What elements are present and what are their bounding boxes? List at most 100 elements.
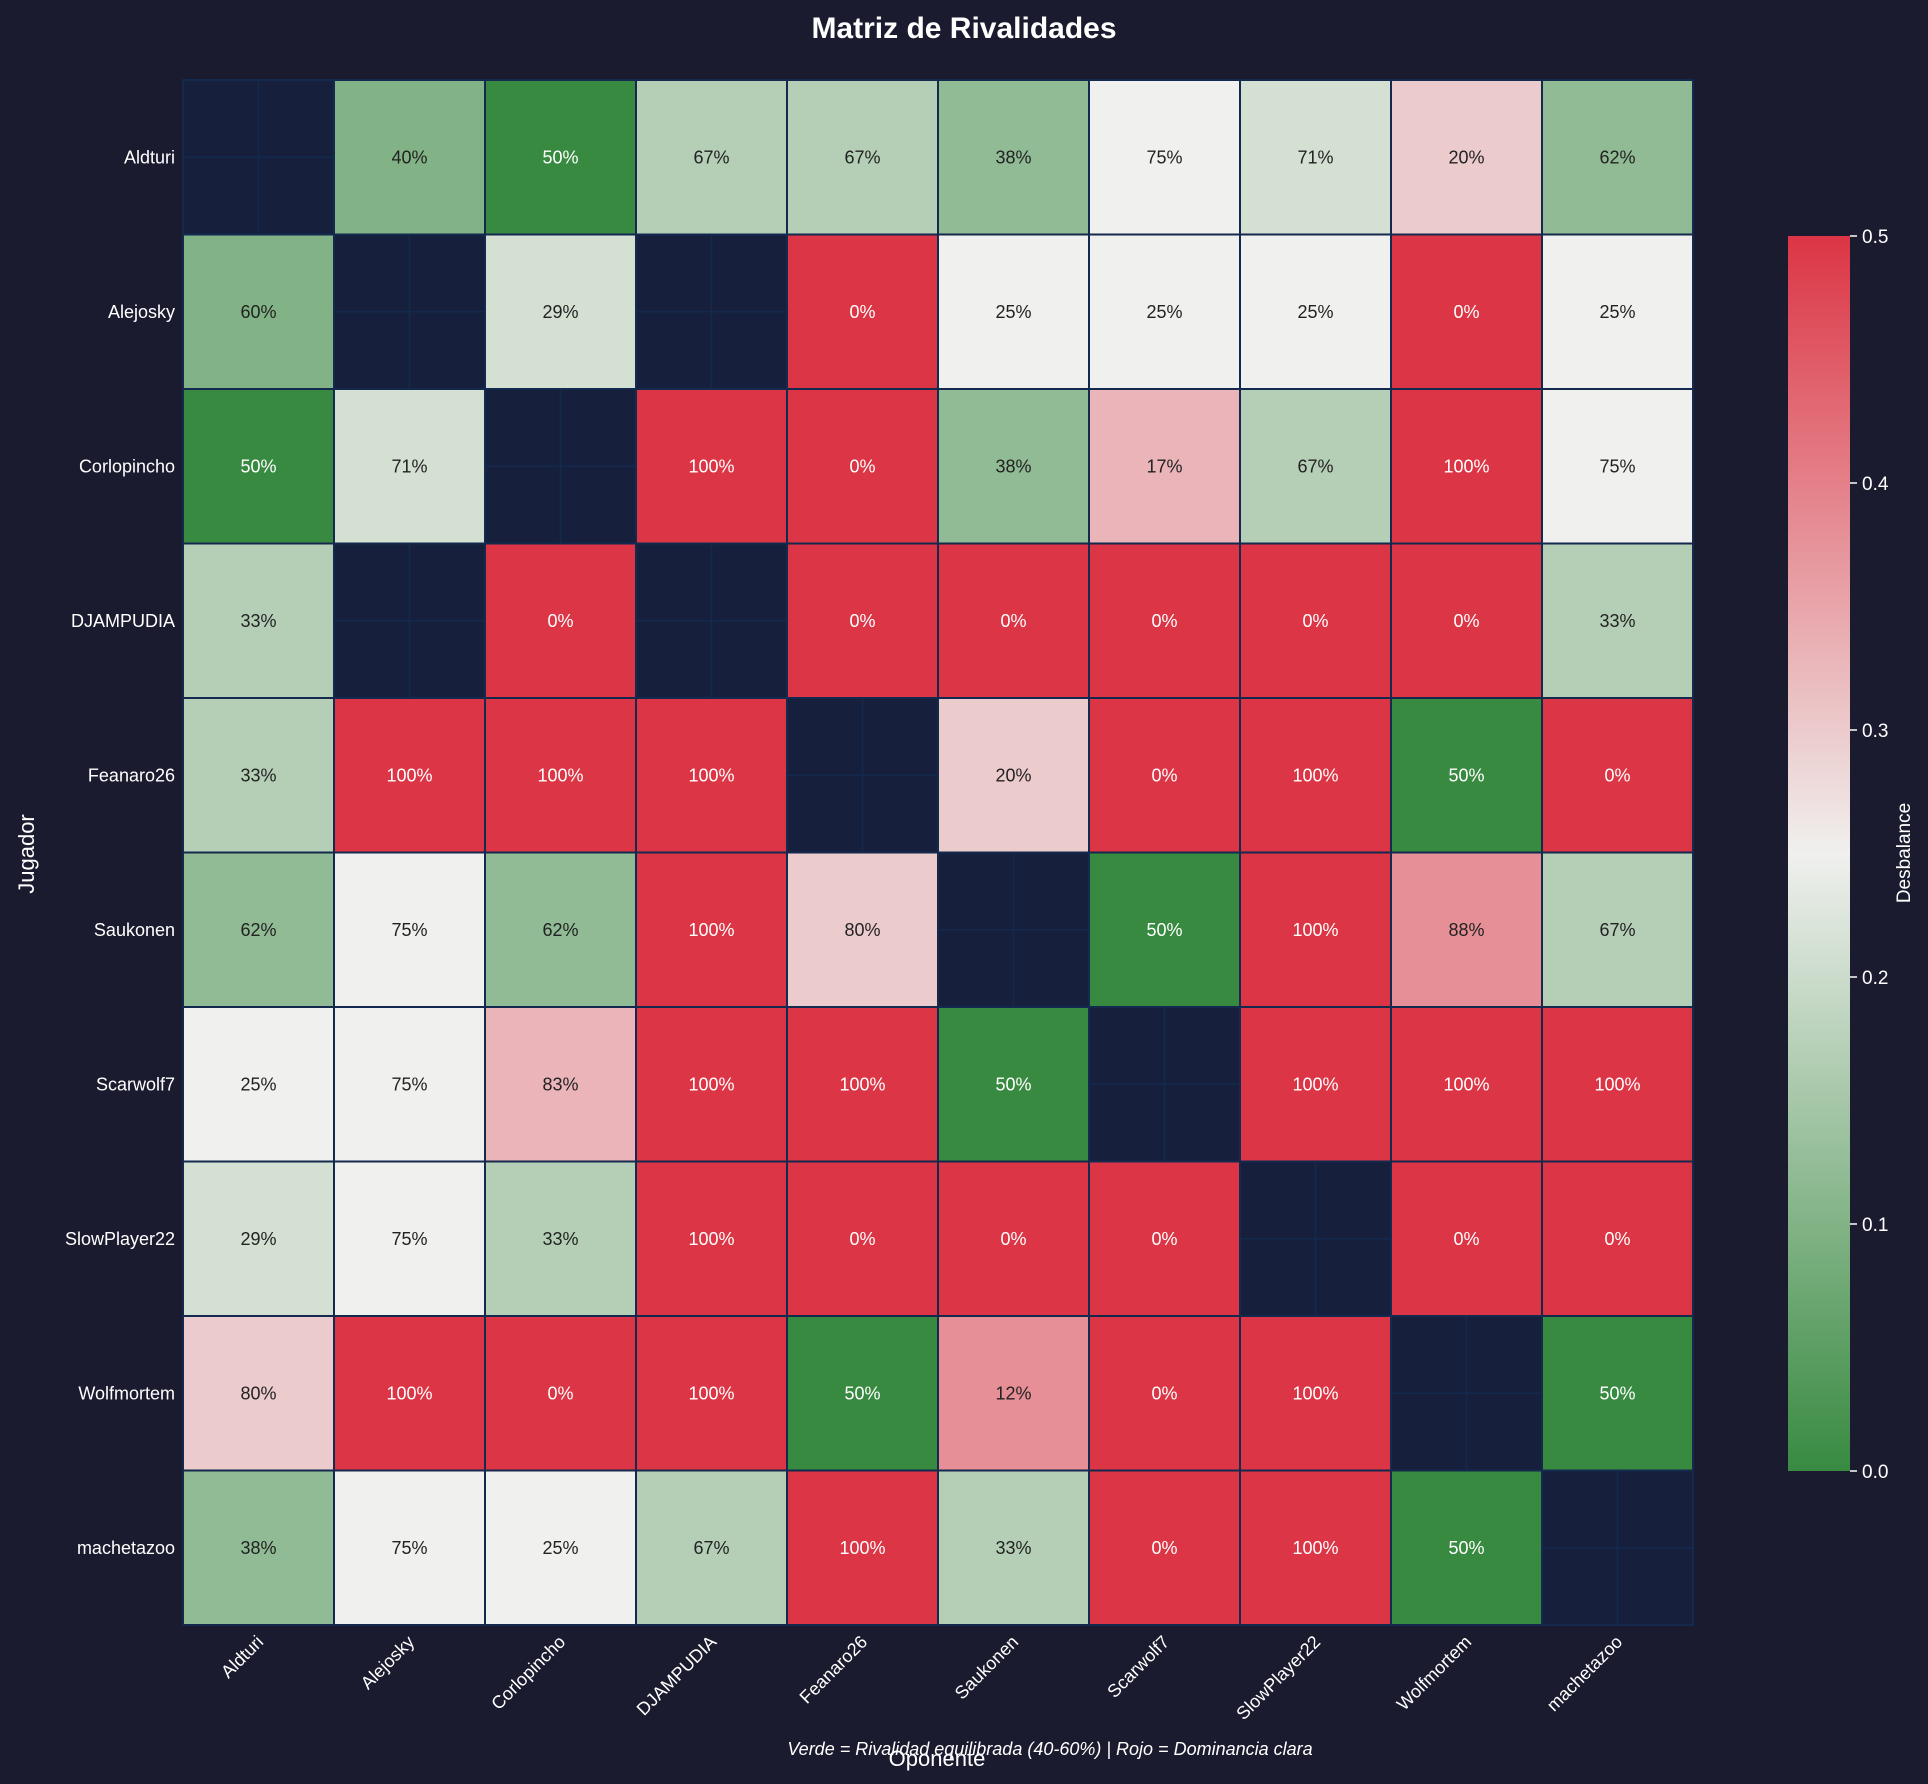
cell-value-label: 50%	[1448, 1538, 1484, 1558]
cell-value-label: 50%	[1599, 1383, 1635, 1403]
row-tick-label: Aldturi	[124, 147, 175, 167]
cell-value-label: 67%	[1599, 920, 1635, 940]
cell-value-label: 33%	[240, 611, 276, 631]
row-tick-label: Wolfmortem	[78, 1383, 175, 1403]
heatmap-cell	[937, 1469, 1090, 1626]
heatmap-cell	[1239, 233, 1392, 390]
y-axis-label: Jugador	[14, 814, 39, 894]
cell-value-label: 100%	[688, 1074, 734, 1094]
heatmap-cell	[484, 79, 637, 236]
cell-value-label: 0%	[849, 456, 875, 476]
row-tick-label: DJAMPUDIA	[71, 611, 175, 631]
cell-value-label: 100%	[839, 1074, 885, 1094]
heatmap-cell	[1541, 851, 1694, 1008]
heatmap-cell	[786, 1469, 939, 1626]
cell-value-label: 75%	[391, 1538, 427, 1558]
heatmap-cell	[786, 1315, 939, 1472]
cell-value-label: 100%	[537, 765, 583, 785]
cell-value-label: 75%	[391, 1229, 427, 1249]
cell-value-label: 67%	[1297, 456, 1333, 476]
cell-value-label: 50%	[240, 456, 276, 476]
cell-value-label: 50%	[1146, 920, 1182, 940]
cell-value-label: 20%	[995, 765, 1031, 785]
heatmap-cell	[786, 542, 939, 699]
col-tick-label: DJAMPUDIA	[633, 1632, 721, 1720]
colorbar-tick-label: 0.0	[1862, 1462, 1888, 1483]
cell-value-label: 25%	[1146, 302, 1182, 322]
cell-value-label: 0%	[1302, 611, 1328, 631]
cell-value-label: 100%	[386, 1383, 432, 1403]
chart-title: Matriz de Rivalidades	[811, 12, 1116, 45]
cell-value-label: 67%	[693, 147, 729, 167]
cell-value-label: 100%	[839, 1538, 885, 1558]
heatmap-cell	[333, 1469, 486, 1626]
row-tick-label: Corlopincho	[79, 456, 175, 476]
cell-value-label: 50%	[542, 147, 578, 167]
heatmap-cells: 40% 50% 67% 67% 38% 75% 71% 20% 62% 60% 29% 0% 25% 25…	[182, 79, 1694, 1626]
heatmap-cell	[1088, 1315, 1241, 1472]
col-tick-label: Wolfmortem	[1393, 1632, 1476, 1715]
cell-value-label: 33%	[1599, 611, 1635, 631]
heatmap-cell	[484, 1160, 637, 1317]
heatmap-cell	[1390, 851, 1543, 1008]
cell-value-label: 100%	[386, 765, 432, 785]
cell-value-label: 100%	[1292, 1538, 1338, 1558]
heatmap-cell	[1239, 697, 1392, 854]
row-tick-label: machetazoo	[77, 1538, 175, 1558]
cell-value-label: 60%	[240, 302, 276, 322]
heatmap-cell	[333, 1160, 486, 1317]
cell-value-label: 100%	[1443, 1074, 1489, 1094]
colorbar-tick-label: 0.2	[1862, 968, 1888, 989]
cell-value-label: 71%	[391, 456, 427, 476]
heatmap-cell	[1390, 1006, 1543, 1163]
cell-value-label: 0%	[1151, 765, 1177, 785]
cell-value-label: 25%	[995, 302, 1031, 322]
cell-value-label: 83%	[542, 1074, 578, 1094]
heatmap-cell	[635, 79, 788, 236]
cell-value-label: 25%	[240, 1074, 276, 1094]
cell-value-label: 0%	[1453, 611, 1479, 631]
heatmap-cell	[937, 1006, 1090, 1163]
heatmap-cell	[1390, 1469, 1543, 1626]
cell-value-label: 100%	[1292, 1074, 1338, 1094]
heatmap-cell	[937, 388, 1090, 545]
cell-value-label: 88%	[1448, 920, 1484, 940]
heatmap-cell	[635, 1469, 788, 1626]
col-tick-label: Scarwolf7	[1103, 1632, 1173, 1702]
cell-value-label: 0%	[1151, 611, 1177, 631]
footnote: Verde = Rivalidad equilibrada (40-60%) |…	[787, 1739, 1312, 1759]
cell-value-label: 67%	[844, 147, 880, 167]
col-tick-labels: Aldturi Alejosky Corlopincho DJAMPUDIA Feana…	[217, 1632, 1626, 1724]
heatmap-cell	[484, 851, 637, 1008]
cell-value-label: 25%	[1599, 302, 1635, 322]
cell-value-label: 20%	[1448, 147, 1484, 167]
cell-value-label: 75%	[391, 1074, 427, 1094]
heatmap-cell	[333, 79, 486, 236]
cell-value-label: 100%	[688, 765, 734, 785]
cell-value-label: 25%	[542, 1538, 578, 1558]
heatmap-cell	[1239, 1006, 1392, 1163]
cell-value-label: 100%	[688, 1229, 734, 1249]
cell-value-label: 100%	[1443, 456, 1489, 476]
heatmap-cell	[1088, 1469, 1241, 1626]
heatmap-cell	[1088, 851, 1241, 1008]
cell-value-label: 40%	[391, 147, 427, 167]
heatmap-cell	[182, 233, 335, 390]
col-tick-label: Feanaro26	[796, 1632, 872, 1708]
heatmap-cell	[182, 388, 335, 545]
cell-value-label: 80%	[844, 920, 880, 940]
cell-value-label: 0%	[1000, 611, 1026, 631]
heatmap-cell	[1239, 542, 1392, 699]
cell-value-label: 75%	[1146, 147, 1182, 167]
cell-value-label: 38%	[240, 1538, 276, 1558]
cell-value-label: 100%	[1292, 920, 1338, 940]
heatmap-cell	[1541, 1160, 1694, 1317]
colorbar-tick-label: 0.3	[1862, 721, 1888, 742]
cell-value-label: 0%	[849, 611, 875, 631]
heatmap-cell	[937, 79, 1090, 236]
cell-value-label: 0%	[1151, 1229, 1177, 1249]
cell-value-label: 0%	[547, 611, 573, 631]
cell-value-label: 33%	[995, 1538, 1031, 1558]
colorbar-tick-label: 0.5	[1862, 227, 1888, 248]
heatmap-cell	[333, 697, 486, 854]
